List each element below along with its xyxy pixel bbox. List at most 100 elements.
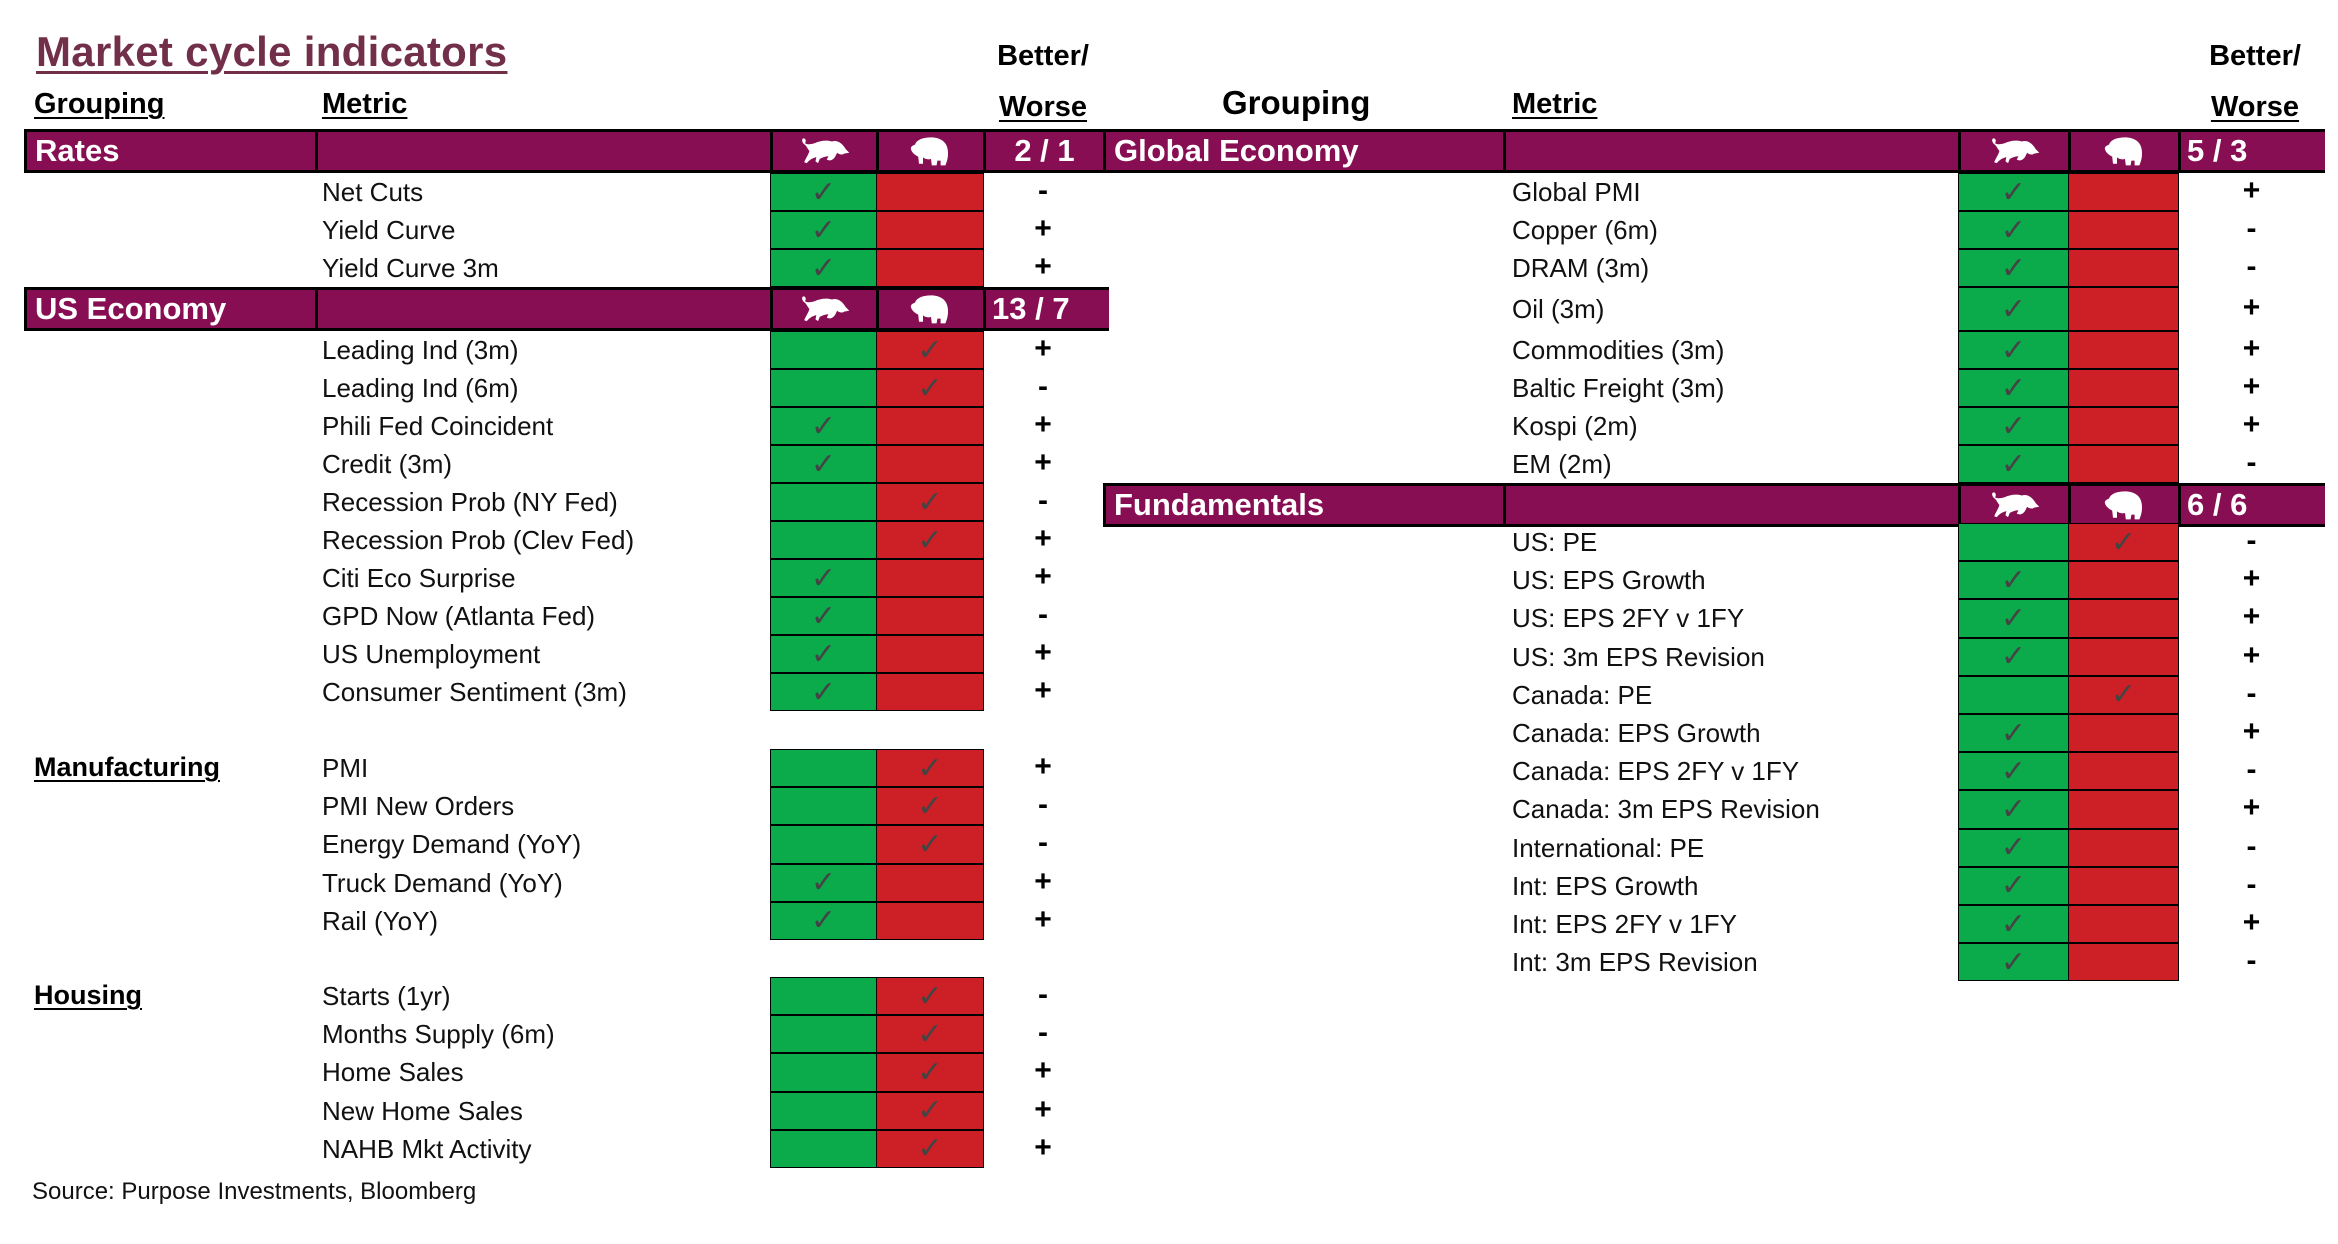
bear-cell [2068, 249, 2179, 287]
check-icon: ✓ [2000, 792, 2027, 826]
bear-cell [2068, 828, 2179, 867]
better-worse-indicator: + [2242, 332, 2261, 365]
group-band-rates: Rates 2 / 1 [24, 129, 1103, 173]
group-band-fundamentals: Fundamentals 6 / 6 [1103, 483, 2325, 527]
metric-label: Leading Ind (3m) [322, 335, 519, 365]
group-name-fundamentals: Fundamentals [1103, 486, 1503, 524]
band-metric-cell [1503, 132, 1958, 170]
metric-label: PMI New Orders [322, 791, 515, 822]
band-metric-cell [315, 132, 770, 170]
better-worse-indicator: - [2246, 867, 2257, 901]
bear-cell [876, 597, 984, 635]
group-name-us-economy: US Economy [24, 290, 315, 328]
better-worse-indicator: + [2242, 715, 2261, 748]
bull-cell: ✓ [770, 559, 877, 597]
better-worse-indicator: + [1034, 560, 1052, 593]
metric-label: New Home Sales [322, 1095, 523, 1126]
better-worse-indicator: + [1034, 1130, 1052, 1164]
metric-label: Starts (1yr) [322, 981, 451, 1011]
better-worse-indicator: + [2242, 600, 2261, 634]
metric-label: Baltic Freight (3m) [1512, 373, 1725, 403]
check-icon: ✓ [917, 523, 943, 557]
bear-cell [876, 407, 984, 445]
better-worse-indicator: + [2242, 906, 2261, 939]
better-worse-indicator: + [2242, 638, 2261, 672]
metric-label: Leading Ind (6m) [322, 373, 519, 403]
metric-label: Months Supply (6m) [322, 1019, 555, 1050]
page-title: Market cycle indicators [36, 28, 508, 75]
bull-cell: ✓ [770, 211, 877, 249]
bull-cell: ✓ [1958, 287, 2069, 331]
metric-label: Canada: EPS Growth [1512, 718, 1761, 748]
check-icon: ✓ [2000, 251, 2027, 285]
bull-cell: ✓ [1958, 866, 2069, 905]
bull-cell: ✓ [1958, 943, 2069, 982]
check-icon: ✓ [917, 979, 943, 1013]
check-icon: ✓ [2000, 831, 2027, 865]
bear-cell [2068, 561, 2179, 600]
bull-cell: ✓ [1958, 445, 2069, 483]
better-worse-indicator: + [2242, 791, 2261, 825]
check-icon: ✓ [917, 751, 943, 785]
check-icon: ✓ [917, 1094, 943, 1128]
better-worse-indicator: + [2242, 174, 2261, 207]
metric-label: PMI [322, 753, 369, 783]
metric-label: Canada: PE [1512, 679, 1653, 710]
metric-label: Credit (3m) [322, 449, 453, 479]
better-worse-indicator: + [2242, 370, 2261, 403]
better-worse-indicator: + [1034, 408, 1052, 441]
check-icon: ✓ [810, 251, 837, 285]
source-note: Source: Purpose Investments, Bloomberg [32, 1178, 477, 1205]
better-worse-indicator: + [1034, 636, 1052, 669]
metric-label: International: PE [1512, 832, 1705, 863]
metric-label: US: PE [1512, 527, 1598, 557]
bear-cell [2068, 331, 2179, 369]
bear-cell: ✓ [876, 977, 984, 1016]
bull-cell [770, 977, 877, 1016]
bull-cell: ✓ [770, 673, 877, 711]
bull-cell: ✓ [1958, 905, 2069, 944]
bear-cell [2068, 637, 2179, 676]
better-worse-indicator: - [1038, 788, 1048, 822]
better-worse-indicator: + [1034, 864, 1052, 898]
bear-cell: ✓ [876, 483, 984, 521]
group-label-manufacturing: Manufacturing [34, 752, 220, 782]
bear-cell: ✓ [2068, 675, 2179, 714]
bear-cell [876, 559, 984, 597]
bull-cell: ✓ [770, 173, 877, 211]
bull-cell [770, 521, 877, 559]
bear-cell: ✓ [876, 1129, 984, 1168]
better-worse-header-left: Better/ Worse [983, 40, 1103, 124]
bull-cell: ✓ [1958, 752, 2069, 791]
check-icon: ✓ [917, 1055, 943, 1089]
check-icon: ✓ [917, 333, 943, 367]
bull-cell: ✓ [770, 863, 877, 902]
check-icon: ✓ [917, 827, 943, 861]
check-icon: ✓ [2000, 907, 2027, 941]
metric-label: Int: 3m EPS Revision [1512, 947, 1758, 978]
score-global-economy: 5 / 3 [2178, 132, 2325, 170]
bull-cell: ✓ [770, 901, 877, 940]
bear-icon [2068, 486, 2178, 524]
better-worse-indicator: + [1034, 250, 1052, 283]
check-icon: ✓ [810, 447, 837, 481]
bear-cell: ✓ [876, 1091, 984, 1130]
better-worse-indicator: + [2242, 562, 2261, 596]
score-us-economy: 13 / 7 [983, 290, 1109, 328]
bull-icon [770, 290, 876, 328]
band-metric-cell [1503, 486, 1958, 524]
better-worse-indicator: - [1038, 1016, 1048, 1050]
bull-cell: ✓ [1958, 561, 2069, 600]
metric-label: Recession Prob (NY Fed) [322, 487, 618, 517]
check-icon: ✓ [917, 1132, 943, 1166]
bull-cell [770, 749, 877, 788]
bull-cell: ✓ [770, 445, 877, 483]
check-icon: ✓ [2000, 601, 2027, 635]
bear-cell: ✓ [876, 331, 984, 369]
metric-label: NAHB Mkt Activity [322, 1133, 532, 1164]
check-icon: ✓ [810, 599, 837, 633]
check-icon: ✓ [810, 675, 837, 709]
bear-cell: ✓ [876, 749, 984, 788]
bull-cell [770, 787, 877, 826]
better-worse-header-right: Better/ Worse [2195, 40, 2315, 124]
